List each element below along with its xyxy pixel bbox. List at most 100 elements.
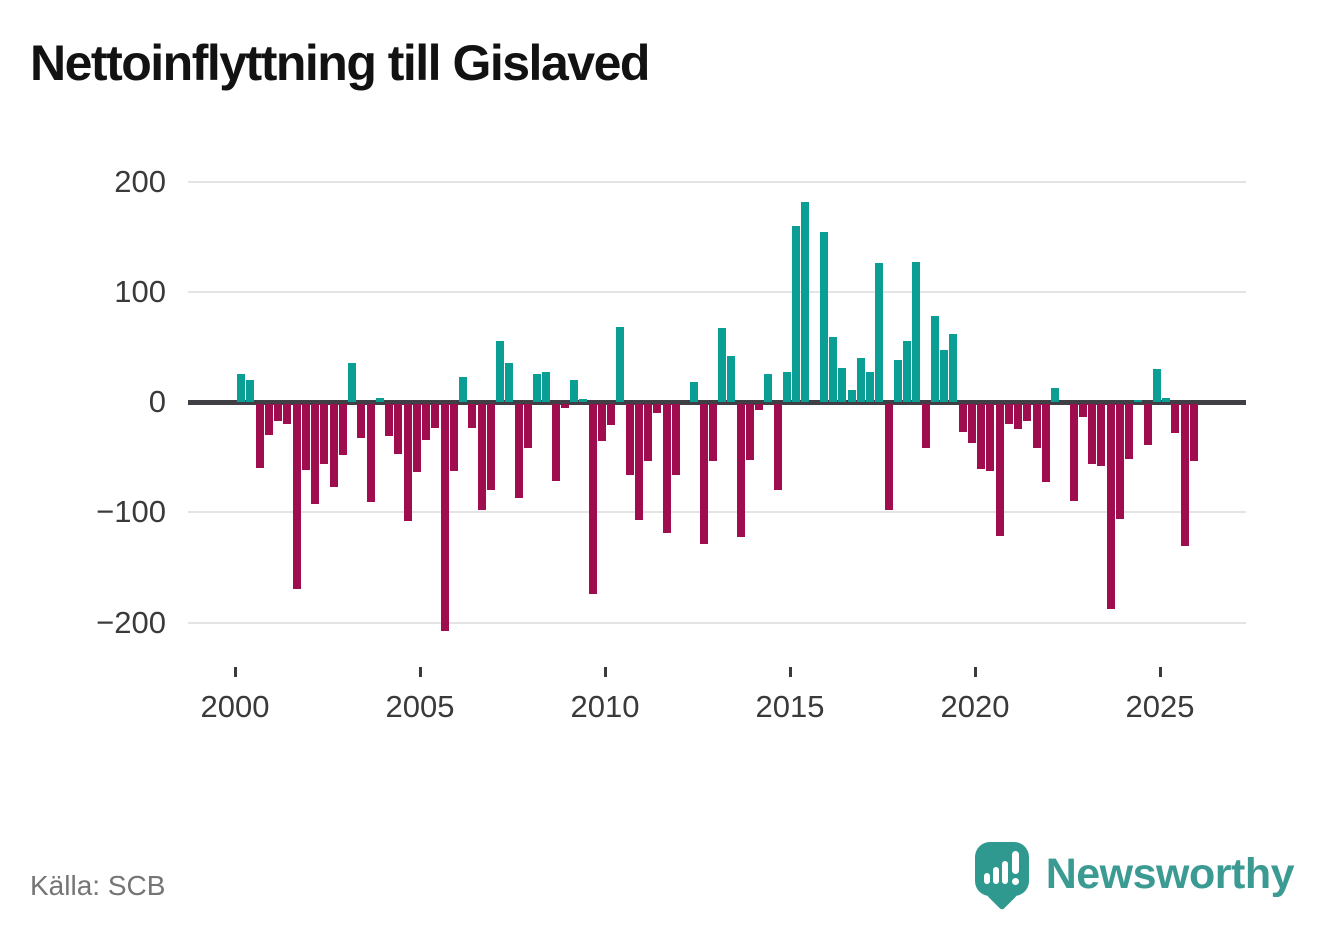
bar-2016Q4[interactable] <box>856 357 865 402</box>
bar-2021Q4[interactable] <box>1041 404 1050 483</box>
bar-2016Q2[interactable] <box>838 367 847 402</box>
bar-2017Q4[interactable] <box>893 360 902 402</box>
bar-2002Q1[interactable] <box>311 404 319 505</box>
bar-2011Q1[interactable] <box>644 404 652 462</box>
bar-2006Q4[interactable] <box>486 404 495 490</box>
bar-2005Q2[interactable] <box>431 404 440 429</box>
bar-2019Q2[interactable] <box>949 333 958 402</box>
bar-2024Q4[interactable] <box>1152 368 1161 402</box>
bar-2021Q3[interactable] <box>1032 404 1041 449</box>
bar-2014Q1[interactable] <box>755 404 763 410</box>
bar-2017Q3[interactable] <box>884 404 893 510</box>
bar-2012Q2[interactable] <box>690 382 699 402</box>
bar-2004Q2[interactable] <box>394 404 403 454</box>
bar-2002Q3[interactable] <box>329 404 338 487</box>
bar-2009Q4[interactable] <box>597 404 606 442</box>
bar-2022Q3[interactable] <box>1069 404 1078 502</box>
bar-2004Q4[interactable] <box>412 404 421 473</box>
bar-2018Q3[interactable] <box>921 404 930 449</box>
bar-2010Q3[interactable] <box>625 404 634 475</box>
bar-2012Q4[interactable] <box>708 404 717 462</box>
bar-2023Q1[interactable] <box>1088 404 1096 464</box>
bar-2010Q1[interactable] <box>607 404 615 425</box>
bar-2018Q4[interactable] <box>930 316 939 402</box>
bar-2006Q1[interactable] <box>459 376 467 402</box>
bar-2014Q3[interactable] <box>773 404 782 490</box>
bar-2018Q2[interactable] <box>912 261 921 402</box>
bar-2015Q4[interactable] <box>819 232 828 402</box>
bar-2020Q3[interactable] <box>995 404 1004 537</box>
bar-2006Q2[interactable] <box>468 404 477 429</box>
bar-2008Q3[interactable] <box>551 404 560 482</box>
bar-2002Q4[interactable] <box>338 404 347 455</box>
bar-2010Q4[interactable] <box>634 404 643 520</box>
brand-lockup[interactable]: Newsworthy <box>974 842 1295 911</box>
bar-2016Q1[interactable] <box>829 336 837 402</box>
bar-2000Q4[interactable] <box>264 404 273 435</box>
bar-2009Q3[interactable] <box>588 404 597 594</box>
bar-2001Q3[interactable] <box>292 404 301 590</box>
bar-2007Q4[interactable] <box>523 404 532 449</box>
bar-2024Q3[interactable] <box>1143 404 1152 445</box>
bar-2012Q3[interactable] <box>699 404 708 545</box>
bar-2013Q1[interactable] <box>718 328 726 402</box>
bar-2007Q1[interactable] <box>496 341 504 402</box>
bar-2007Q3[interactable] <box>514 404 523 498</box>
bar-2001Q2[interactable] <box>283 404 292 424</box>
bar-2024Q2[interactable] <box>1134 399 1143 402</box>
bar-2009Q1[interactable] <box>570 379 578 402</box>
bar-2003Q1[interactable] <box>348 363 356 402</box>
bar-2025Q4[interactable] <box>1189 404 1198 462</box>
bar-2008Q2[interactable] <box>542 372 551 402</box>
bar-2007Q2[interactable] <box>505 363 514 402</box>
bar-2021Q2[interactable] <box>1023 404 1032 421</box>
bar-2013Q2[interactable] <box>727 355 736 402</box>
bar-2004Q3[interactable] <box>403 404 412 521</box>
bar-2014Q4[interactable] <box>782 372 791 402</box>
bar-2015Q1[interactable] <box>792 225 800 402</box>
bar-2003Q3[interactable] <box>366 404 375 503</box>
bar-2011Q4[interactable] <box>671 404 680 475</box>
bar-2011Q2[interactable] <box>653 404 662 413</box>
bar-2005Q4[interactable] <box>449 404 458 472</box>
bar-2006Q3[interactable] <box>477 404 486 510</box>
bar-2008Q4[interactable] <box>560 404 569 409</box>
bar-2000Q1[interactable] <box>237 374 245 402</box>
bar-2002Q2[interactable] <box>320 404 329 464</box>
bar-2020Q4[interactable] <box>1004 404 1013 424</box>
bar-2003Q4[interactable] <box>375 397 384 402</box>
bar-2008Q1[interactable] <box>533 374 541 402</box>
bar-2019Q1[interactable] <box>940 350 948 402</box>
bar-2011Q3[interactable] <box>662 404 671 533</box>
bar-2005Q3[interactable] <box>440 404 449 632</box>
bar-2017Q2[interactable] <box>875 263 884 402</box>
bar-2004Q1[interactable] <box>385 404 393 436</box>
bar-2022Q1[interactable] <box>1051 387 1059 402</box>
bar-2025Q2[interactable] <box>1171 404 1180 433</box>
bar-2005Q1[interactable] <box>422 404 430 441</box>
bar-2013Q3[interactable] <box>736 404 745 538</box>
bar-2016Q3[interactable] <box>847 389 856 402</box>
bar-2001Q4[interactable] <box>301 404 310 471</box>
bar-2019Q4[interactable] <box>967 404 976 443</box>
bar-2000Q3[interactable] <box>255 404 264 468</box>
bar-2025Q1[interactable] <box>1162 397 1170 402</box>
bar-2023Q3[interactable] <box>1106 404 1115 610</box>
bar-2000Q2[interactable] <box>246 379 255 402</box>
bar-2024Q1[interactable] <box>1125 404 1133 460</box>
bar-2014Q2[interactable] <box>764 374 773 402</box>
bar-2017Q1[interactable] <box>866 372 874 402</box>
bar-2001Q1[interactable] <box>274 404 282 421</box>
bar-2013Q4[interactable] <box>745 404 754 461</box>
bar-2022Q4[interactable] <box>1078 404 1087 418</box>
bar-2021Q1[interactable] <box>1014 404 1022 430</box>
bar-2020Q1[interactable] <box>977 404 985 470</box>
bar-2020Q2[interactable] <box>986 404 995 472</box>
bar-2009Q2[interactable] <box>579 398 588 402</box>
bar-2015Q2[interactable] <box>801 202 810 402</box>
bar-2010Q2[interactable] <box>616 327 625 402</box>
bar-2023Q4[interactable] <box>1115 404 1124 519</box>
bar-2023Q2[interactable] <box>1097 404 1106 466</box>
bar-2018Q1[interactable] <box>903 341 911 402</box>
bar-2019Q3[interactable] <box>958 404 967 432</box>
